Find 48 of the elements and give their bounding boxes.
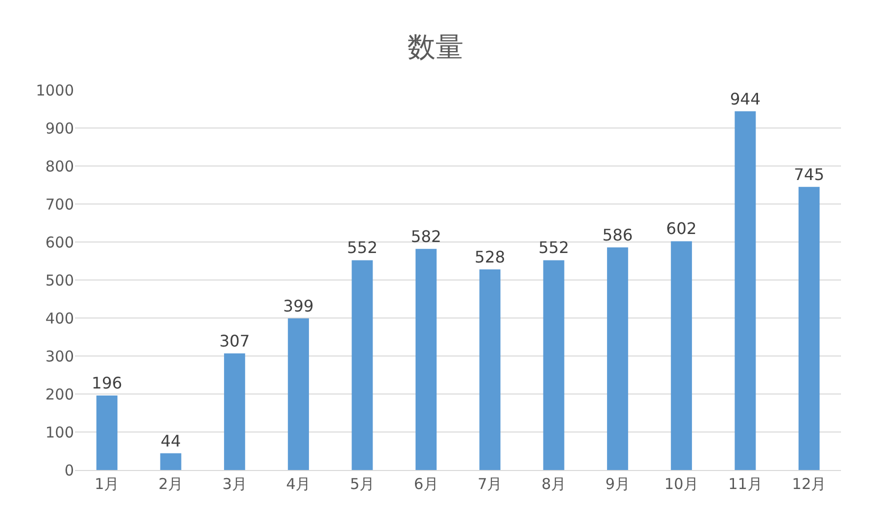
y-tick-label: 200 [45,385,74,404]
x-tick-label: 9月 [605,475,630,493]
y-tick-label: 0 [64,461,74,480]
data-label: 44 [160,431,181,450]
data-label: 307 [219,331,250,350]
x-tick-label: 11月 [728,475,762,493]
data-label: 196 [92,374,122,393]
bar [288,318,309,470]
bar [798,186,820,470]
data-label: 552 [538,238,570,258]
data-label: 745 [794,164,824,184]
x-tick-label: 3月 [222,475,247,493]
x-tick-label: 1月 [94,475,120,493]
y-tick-label: 800 [45,157,74,176]
bar [607,247,628,470]
y-tick-label: 100 [45,423,74,442]
data-label: 399 [283,296,314,316]
bar [96,396,118,470]
data-label: 602 [666,219,697,238]
x-tick-label: 7月 [478,475,502,493]
x-tick-label: 4月 [286,475,311,493]
data-label: 586 [602,225,633,244]
y-tick-label: 1000 [36,81,74,100]
x-tick-label: 10月 [664,475,698,493]
y-tick-label: 600 [45,233,74,252]
y-tick-label: 500 [45,271,74,290]
y-tick-label: 300 [45,347,74,366]
bar [160,453,182,470]
bar [352,260,373,470]
y-tick-label: 900 [45,119,74,138]
chart-title: 数量 [408,30,464,64]
data-label: 582 [410,226,442,246]
data-label: 944 [730,89,761,108]
y-tick-label: 700 [45,195,74,214]
bar [670,241,692,470]
x-tick-label: 12月 [792,475,826,493]
x-tick-label: 8月 [541,475,566,493]
bar [224,353,246,470]
bar [416,248,437,470]
x-tick-label: 6月 [414,475,438,493]
bar [734,111,756,470]
bar [479,269,500,470]
y-tick-label: 400 [45,309,74,328]
data-label: 552 [346,238,378,258]
x-tick-label: 5月 [350,475,375,493]
data-label: 528 [474,247,506,266]
bar [543,260,564,470]
x-tick-label: 2月 [158,475,184,493]
